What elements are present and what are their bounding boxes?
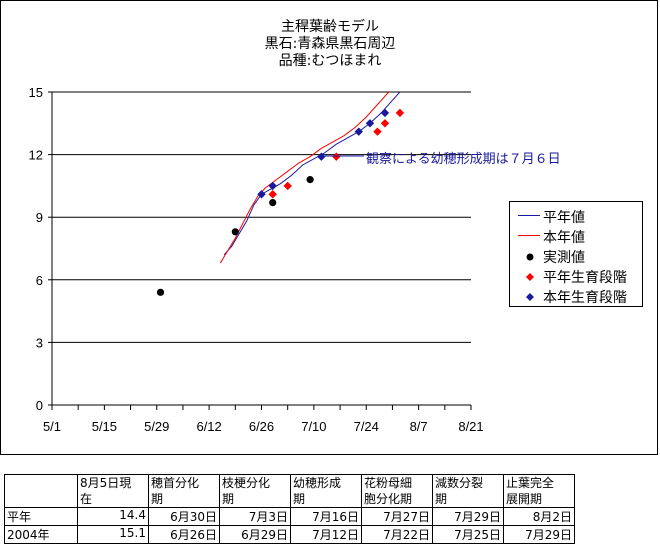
chart-legend: 平年値 本年値 実測値 平年生育段階 本年生育段階 — [509, 201, 643, 307]
x-tick-label: 6/26 — [249, 419, 274, 434]
x-tick-label: 8/7 — [410, 419, 428, 434]
legend-swatch-this-year-line — [518, 235, 540, 236]
data-point-stage-4 — [317, 152, 326, 161]
data-point-stage-4 — [365, 119, 375, 128]
legend-label: 本年生育段階 — [543, 290, 627, 306]
x-tick-label: 5/1 — [43, 419, 61, 434]
legend-label: 平年生育段階 — [543, 270, 627, 286]
series-line-0 — [223, 92, 401, 256]
table-cell: 7月3日 — [219, 507, 291, 526]
legend-item-measured: 実測値 — [510, 246, 644, 266]
legend-marker-diamond-red — [526, 273, 534, 281]
table-header-cell: 穂首分化期 — [148, 474, 220, 508]
data-point-measured — [231, 228, 239, 236]
table-cell: 6月30日 — [148, 507, 220, 526]
data-point-stage-3 — [332, 152, 341, 161]
table-header-cell: 枝梗分化期 — [219, 474, 291, 508]
y-tick-label: 12 — [29, 148, 43, 163]
data-point-stage-4 — [354, 127, 363, 136]
table-header-cell: 止葉完全 展開期 — [503, 474, 575, 508]
data-point-stage-3 — [395, 108, 405, 118]
y-tick-label: 9 — [36, 210, 43, 225]
table-cell: 6月29日 — [219, 525, 291, 544]
table-header-cell — [4, 474, 78, 508]
table-row: 平年 14.4 6月30日 7月3日 7月16日 7月27日 7月29日 8月2… — [4, 507, 575, 526]
table-cell: 8月2日 — [503, 507, 575, 526]
table-cell-label: 2004年 — [4, 525, 78, 544]
data-point-stage-3 — [283, 181, 292, 191]
legend-swatch-normal-line — [518, 215, 540, 216]
table-row: 2004年 15.1 6月26日 6月29日 7月12日 7月22日 7月25日… — [4, 525, 575, 544]
chart-title-line-1: 主稈葉齢モデル — [281, 19, 379, 35]
y-tick-label: 3 — [36, 335, 43, 350]
legend-label: 本年値 — [543, 230, 585, 246]
y-tick-label: 6 — [36, 273, 43, 288]
x-tick-label: 6/12 — [196, 419, 221, 434]
chart-plot: 0 3 6 9 12 15 5/1 5/15 5/29 6/12 6/26 7/10 7/24 8/7 8/… — [29, 85, 484, 434]
chart-title-line-3: 品種:むつほまれ — [278, 53, 382, 69]
data-point-stage-3 — [268, 190, 277, 199]
series-line-1 — [219, 92, 390, 264]
legend-marker-diamond-blue — [526, 293, 534, 301]
table-cell-label: 平年 — [4, 507, 78, 526]
legend-item-normal-line: 平年値 — [510, 206, 644, 226]
table-cell: 7月22日 — [361, 525, 433, 544]
table-header-cell: 幼穂形成期 — [290, 474, 362, 508]
chart-title-line-2: 黒石:青森県黒石周辺 — [264, 36, 396, 52]
legend-marker-circle — [526, 253, 534, 261]
data-point-stage-3 — [380, 119, 390, 128]
table-cell: 7月29日 — [503, 525, 575, 544]
x-tick-label: 7/10 — [301, 419, 326, 434]
legend-item-normal-stage: 平年生育段階 — [510, 266, 644, 286]
table-cell: 14.4 — [77, 507, 149, 526]
legend-item-this-year-stage: 本年生育段階 — [510, 286, 644, 306]
table-cell: 7月29日 — [432, 507, 504, 526]
table-header-cell: 減数分裂期 — [432, 474, 504, 508]
table-cell: 15.1 — [77, 525, 149, 544]
table-cell: 7月25日 — [432, 525, 504, 544]
x-tick-label: 8/21 — [458, 419, 483, 434]
data-point-measured — [156, 288, 165, 296]
x-tick-label: 7/24 — [354, 419, 379, 434]
x-tick-label: 5/29 — [144, 419, 169, 434]
table-cell: 7月27日 — [361, 507, 433, 526]
data-point-stage-4 — [268, 181, 277, 191]
data-point-measured — [306, 176, 314, 184]
data-point-measured — [269, 198, 277, 207]
table-header-cell: 花粉母細 胞分化期 — [361, 474, 433, 508]
chart-frame — [0, 0, 658, 455]
y-tick-label: 15 — [29, 85, 43, 100]
data-point-stage-3 — [373, 127, 382, 136]
data-point-stage-4 — [380, 108, 390, 118]
table-cell: 7月12日 — [290, 525, 362, 544]
data-point-stage-4 — [257, 190, 266, 199]
legend-item-this-year-line: 本年値 — [510, 226, 644, 246]
table-header-cell: 8月5日現在 — [77, 474, 149, 508]
legend-label: 平年値 — [543, 210, 585, 226]
annotation-panicle-formation: 観察による幼穂形成期は７月６日 — [366, 152, 561, 167]
table-header-row: 8月5日現在 穂首分化期 枝梗分化期 幼穂形成期 花粉母細 胞分化期 減数分裂期 … — [4, 474, 575, 508]
growth-stage-table: 8月5日現在 穂首分化期 枝梗分化期 幼穂形成期 花粉母細 胞分化期 減数分裂期 … — [4, 474, 575, 544]
table-cell: 6月26日 — [148, 525, 220, 544]
legend-label: 実測値 — [543, 250, 585, 266]
table-cell: 7月16日 — [290, 507, 362, 526]
y-tick-label: 0 — [36, 398, 43, 413]
x-tick-label: 5/15 — [92, 419, 117, 434]
